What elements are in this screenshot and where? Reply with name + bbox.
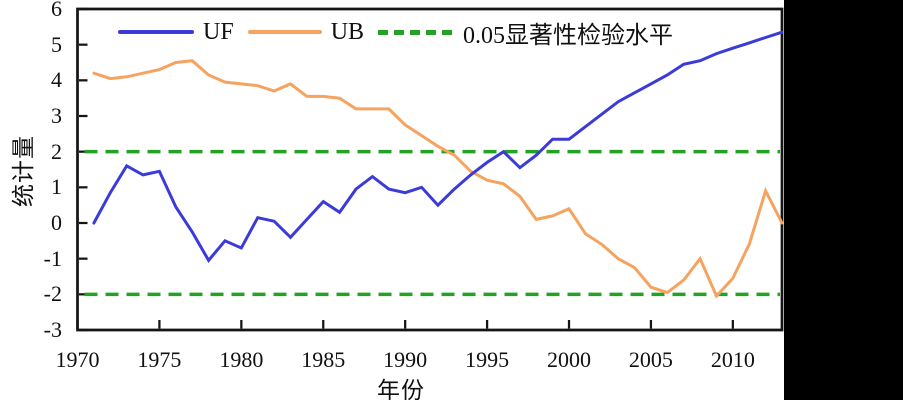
y-tick-label: 0 <box>51 210 62 235</box>
y-tick-label: 4 <box>51 67 62 93</box>
y-tick-label: -3 <box>43 317 62 342</box>
y-tick-label: 1 <box>51 174 62 200</box>
x-tick-label: 2005 <box>628 347 673 372</box>
uf-legend-line <box>118 30 194 34</box>
ub-legend-label: UB <box>330 18 365 45</box>
x-tick-label: 2000 <box>547 347 591 372</box>
ub-legend-line <box>247 30 322 34</box>
x-tick-label: 1970 <box>55 347 100 372</box>
significance-legend-line <box>378 29 455 35</box>
x-tick-label: 2010 <box>710 347 755 372</box>
x-tick-label: 1975 <box>137 347 182 372</box>
x-axis-label: 年份 <box>377 378 425 400</box>
uf-legend-label: UF <box>203 18 234 45</box>
x-tick-label: 1995 <box>465 347 510 372</box>
y-tick-label: 2 <box>51 138 62 164</box>
x-tick-label: 1985 <box>301 347 346 372</box>
significance-legend-label: 0.05显著性检验水平 <box>463 22 674 49</box>
y-tick-label: -1 <box>43 245 62 271</box>
legend: UF UB 0.05显著性检验水平 <box>118 16 674 49</box>
black-band <box>784 0 903 400</box>
y-tick-label: 5 <box>51 31 62 57</box>
y-tick-label: 6 <box>51 0 62 21</box>
uf-line <box>92 30 784 264</box>
plot-frame <box>76 7 784 332</box>
y-tick-label: 3 <box>51 103 62 128</box>
x-tick-label: 1990 <box>383 347 428 372</box>
x-tick-label: 1980 <box>219 347 264 372</box>
y-tick-label: -2 <box>43 281 62 307</box>
ub-line <box>92 59 784 299</box>
